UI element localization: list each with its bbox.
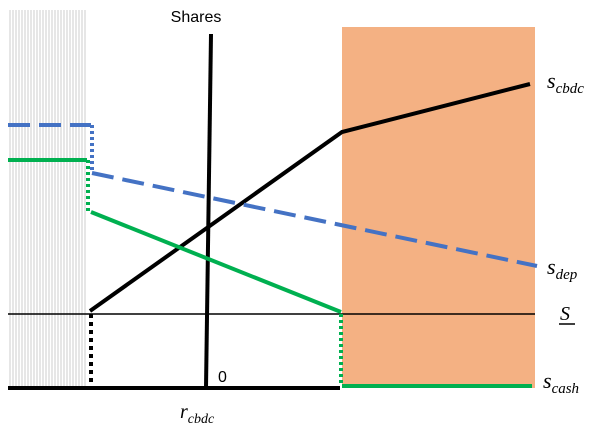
shares-axis (206, 34, 211, 388)
shares-axis-label: Shares (171, 9, 222, 26)
s-lower-bound-label: S (560, 303, 570, 325)
right-shaded-region (342, 27, 535, 388)
s-cash-curve (91, 212, 341, 312)
left-hatched-region (8, 10, 87, 388)
s-dep-label: sdep (547, 254, 578, 283)
x-axis-label: rcbdc (180, 401, 215, 427)
zero-label: 0 (218, 369, 227, 386)
s-cbdc-label: scbdc (547, 68, 584, 97)
s-cash-label: scash (543, 368, 579, 397)
